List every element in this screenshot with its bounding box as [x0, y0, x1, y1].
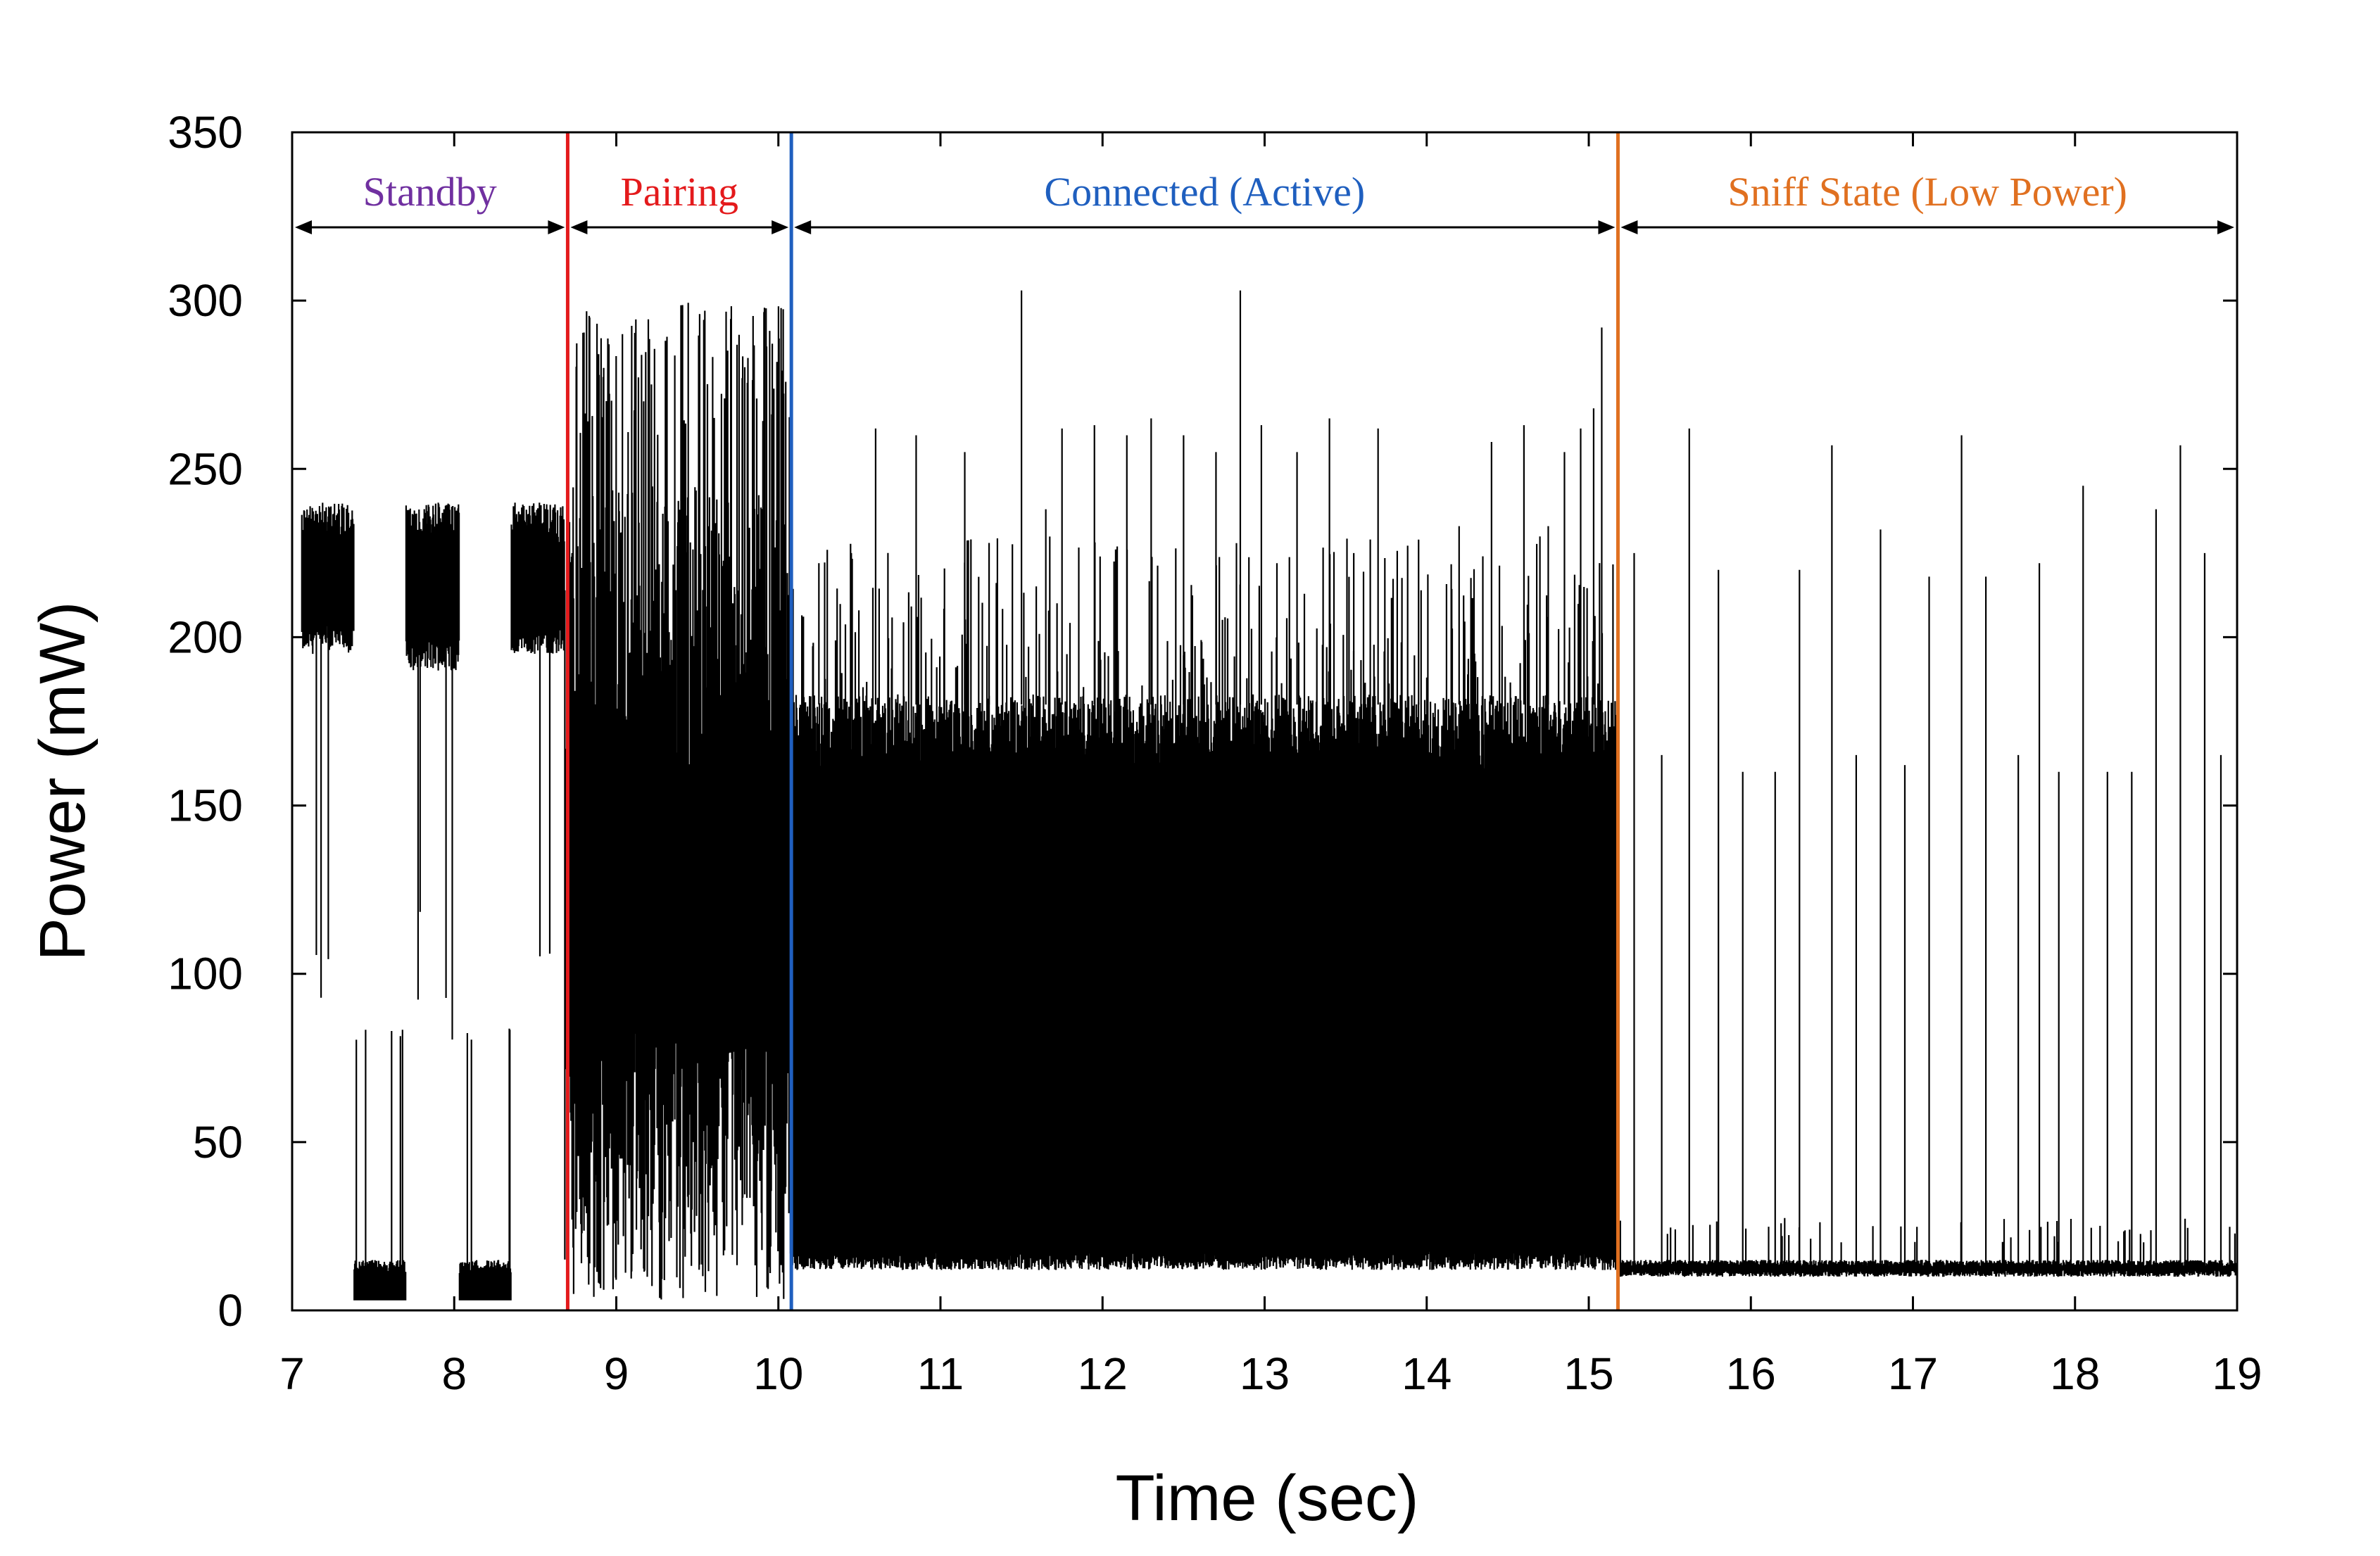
power-trace — [301, 303, 2238, 1301]
arrow-head-right-icon — [2217, 220, 2234, 234]
y-axis-title: Power (mW) — [27, 601, 99, 961]
phase-label: Sniff State (Low Power) — [1727, 169, 2127, 215]
y-tick-label: 300 — [168, 275, 243, 326]
y-tick-label: 350 — [168, 107, 243, 158]
x-tick-label: 19 — [2212, 1348, 2262, 1399]
x-tick-label: 14 — [1402, 1348, 1452, 1399]
arrow-head-right-icon — [548, 220, 565, 234]
x-tick-label: 16 — [1726, 1348, 1776, 1399]
x-tick-label: 17 — [1888, 1348, 1938, 1399]
y-tick-label: 0 — [218, 1285, 243, 1336]
axes-layer: 7 8 9 10 11 12 13 14 15 16 17 18 19 0 50 100 150 200 250 30… — [168, 107, 2262, 1399]
x-tick-label: 9 — [604, 1348, 629, 1399]
arrow-head-left-icon — [1620, 220, 1638, 234]
arrow-head-left-icon — [295, 220, 312, 234]
phase-annotations-layer: Standby Pairing Connected (Active) Sniff St… — [295, 169, 2234, 234]
phase-label: Standby — [363, 169, 497, 215]
y-tick-label: 200 — [168, 612, 243, 662]
phase-label: Connected (Active) — [1044, 169, 1365, 215]
y-tick-label: 150 — [168, 780, 243, 831]
y-tick-label: 50 — [193, 1117, 243, 1168]
x-tick-label: 10 — [753, 1348, 803, 1399]
arrow-head-left-icon — [794, 220, 812, 234]
x-tick-label: 8 — [441, 1348, 467, 1399]
x-tick-label: 12 — [1078, 1348, 1128, 1399]
x-tick-label: 18 — [2050, 1348, 2100, 1399]
y-tick-label: 250 — [168, 443, 243, 494]
phase-dividers-layer — [565, 132, 1620, 1310]
x-tick-label: 11 — [917, 1348, 964, 1399]
arrow-head-right-icon — [772, 220, 789, 234]
x-tick-label: 7 — [279, 1348, 305, 1399]
power-trace-layer — [301, 290, 2238, 1301]
phase-label: Pairing — [621, 169, 739, 215]
arrow-head-left-icon — [570, 220, 588, 234]
x-tick-label: 15 — [1563, 1348, 1613, 1399]
arrow-head-right-icon — [1598, 220, 1616, 234]
x-tick-label: 13 — [1240, 1348, 1290, 1399]
y-tick-label: 100 — [168, 949, 243, 999]
x-axis-title: Time (sec) — [1115, 1462, 1418, 1534]
